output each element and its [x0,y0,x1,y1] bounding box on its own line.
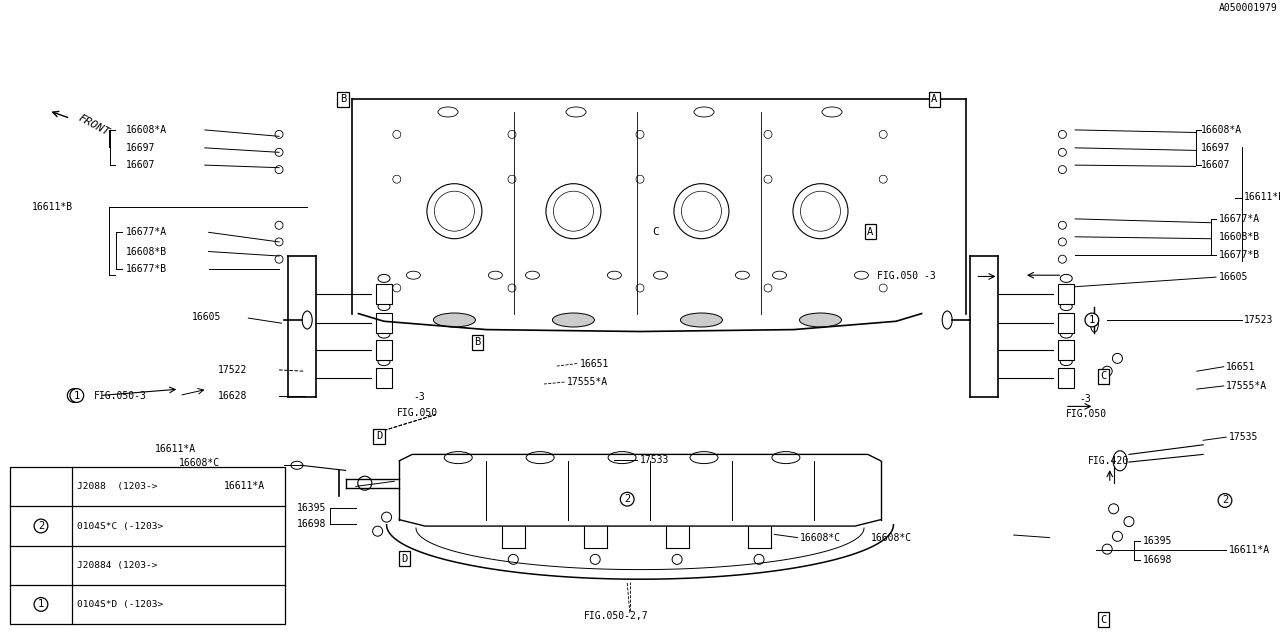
Text: J20884 (1203->: J20884 (1203-> [77,561,157,570]
Text: 16608*C: 16608*C [800,532,841,543]
Text: 16607: 16607 [1201,160,1230,170]
Text: FIG.050-2,7: FIG.050-2,7 [584,611,648,621]
Bar [376,340,392,360]
Ellipse shape [681,313,722,327]
Text: A050001979: A050001979 [1219,3,1277,13]
Text: -3: -3 [413,392,425,402]
Bar [1059,284,1074,305]
Text: 16605: 16605 [1219,272,1248,282]
Text: 17535: 17535 [1229,432,1258,442]
Text: 2: 2 [38,521,44,531]
Text: FRONT: FRONT [77,113,111,137]
Text: 16611*B: 16611*B [1244,192,1280,202]
Text: J2088  (1203->: J2088 (1203-> [77,483,157,492]
Bar [376,284,392,305]
Text: 2: 2 [1222,495,1228,506]
Text: 16677*B: 16677*B [1219,250,1260,260]
Text: D: D [402,554,407,564]
Text: 16608*A: 16608*A [125,125,166,135]
Text: 16677*A: 16677*A [1219,214,1260,224]
Bar [376,312,392,333]
Text: -3: -3 [1079,394,1091,404]
Text: B: B [475,337,480,348]
Text: 16677*B: 16677*B [125,264,166,274]
Text: 1: 1 [72,390,77,401]
Text: 16611*A: 16611*A [1229,545,1270,556]
Text: 1: 1 [38,600,44,609]
Text: 16608*B: 16608*B [1219,232,1260,242]
Text: B: B [340,94,346,104]
Text: D: D [376,431,381,442]
Ellipse shape [800,313,841,327]
Text: 16697: 16697 [1201,143,1230,153]
Bar [376,367,392,388]
Text: 16395: 16395 [297,502,326,513]
Text: 2: 2 [625,494,630,504]
Text: A: A [932,94,937,104]
Text: 1: 1 [74,390,79,401]
Text: 17522: 17522 [218,365,247,375]
Text: FIG.050: FIG.050 [397,408,438,418]
Bar [10,467,285,624]
Text: 16628: 16628 [218,390,247,401]
Text: 16608*C: 16608*C [179,458,220,468]
Text: FIG.050-3: FIG.050-3 [93,390,146,401]
Text: 16608*C: 16608*C [870,532,911,543]
Text: FIG.050: FIG.050 [1066,409,1107,419]
Text: 1: 1 [1089,315,1094,325]
Text: FIG.050 -3: FIG.050 -3 [877,271,936,282]
Text: 17555*A: 17555*A [567,377,608,387]
Text: 16698: 16698 [297,518,326,529]
Text: 16608*A: 16608*A [1201,125,1242,135]
Text: C: C [652,227,659,237]
Text: 0104S*C (-1203>: 0104S*C (-1203> [77,522,163,531]
Text: C: C [1101,371,1106,381]
Text: 17533: 17533 [640,454,669,465]
Text: 16611*A: 16611*A [224,481,265,492]
Text: 16608*B: 16608*B [125,246,166,257]
Bar [1059,312,1074,333]
Text: 17555*A: 17555*A [1226,381,1267,391]
Text: 16611*B: 16611*B [32,202,73,212]
Text: 16651: 16651 [580,358,609,369]
Text: 16607: 16607 [125,160,155,170]
Text: C: C [1101,614,1106,625]
Bar [1059,367,1074,388]
Text: 16697: 16697 [125,143,155,153]
Text: 16698: 16698 [1143,555,1172,565]
Text: 16651: 16651 [1226,362,1256,372]
Bar [1059,340,1074,360]
Ellipse shape [434,313,475,327]
Text: 16395: 16395 [1143,536,1172,546]
Text: 16605: 16605 [192,312,221,322]
Text: 16677*A: 16677*A [125,227,166,237]
Text: 17523: 17523 [1244,315,1274,325]
Text: 0104S*D (-1203>: 0104S*D (-1203> [77,600,163,609]
Ellipse shape [553,313,594,327]
Text: A: A [868,227,873,237]
Text: 16611*A: 16611*A [155,444,196,454]
Text: FIG.420: FIG.420 [1088,456,1129,466]
